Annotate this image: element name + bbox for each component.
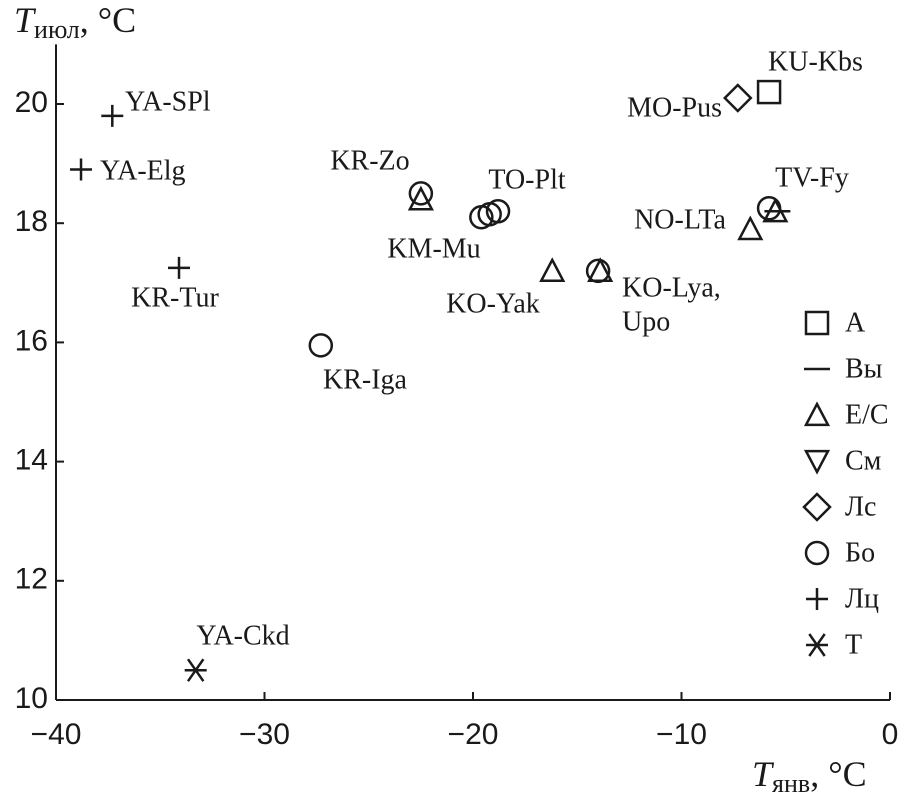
- x-tick-label: 0: [882, 718, 899, 751]
- point-label: KR-Iga: [323, 364, 408, 395]
- marker-plus: [168, 256, 191, 279]
- marker-circle: [756, 196, 782, 221]
- x-tick-label: −20: [448, 718, 499, 751]
- marker-asterisk: [184, 658, 207, 682]
- legend-label: Т: [845, 629, 862, 660]
- x-tick-label: −30: [239, 718, 290, 751]
- x-axis-label-subscript: янв: [772, 769, 810, 798]
- point-label: TV-Fy: [775, 162, 849, 193]
- marker-triangle: [737, 215, 764, 241]
- point-label: NO-LTa: [634, 204, 726, 235]
- marker-plus: [101, 104, 124, 127]
- marker-diamond: [723, 83, 753, 113]
- y-tick-label: 20: [15, 86, 48, 119]
- legend-label: Лц: [845, 583, 879, 614]
- marker-diamond: [802, 492, 832, 522]
- x-tick-label: −10: [656, 718, 707, 751]
- marker-circle: [585, 258, 611, 284]
- marker-circle: [408, 181, 434, 206]
- x-axis-label-symbol: T: [752, 754, 775, 794]
- legend-label: А: [845, 307, 866, 338]
- legend-label: Бо: [845, 537, 875, 568]
- point-label: KM-Mu: [387, 233, 480, 264]
- y-axis-label: Tиюл, °C: [14, 0, 136, 44]
- y-axis-label-symbol: T: [14, 0, 37, 40]
- legend-label: Вы: [845, 353, 883, 384]
- y-tick-label: 12: [15, 563, 48, 596]
- marker-square: [756, 79, 782, 105]
- marker-triangle: [407, 185, 434, 211]
- marker-circle: [804, 540, 830, 566]
- legend-label: Лс: [845, 491, 876, 522]
- y-axis-label-subscript: июл: [34, 15, 80, 44]
- point-label: KR-Tur: [131, 282, 219, 313]
- point-label: KR-Zo: [330, 145, 409, 176]
- point-label: YA-SPl: [125, 86, 211, 117]
- point-label: YA-Elg: [100, 155, 186, 186]
- y-tick-label: 10: [15, 682, 48, 715]
- point-label: MO-Pus: [627, 92, 722, 123]
- y-axis-label-unit: , °C: [80, 0, 136, 40]
- x-axis-label-unit: , °C: [810, 754, 866, 794]
- point-label: Upo: [622, 306, 670, 337]
- marker-triangle: [539, 257, 566, 283]
- marker-circle: [308, 333, 334, 358]
- marker-triangle-down: [803, 449, 831, 475]
- point-label: YA-Ckd: [196, 620, 289, 651]
- x-tick-label: −40: [31, 718, 82, 751]
- marker-plus: [806, 588, 828, 610]
- marker-asterisk: [806, 633, 828, 657]
- y-tick-label: 16: [15, 324, 48, 357]
- x-axis-label: Tянв, °C: [752, 754, 867, 798]
- legend-label: См: [845, 445, 882, 476]
- point-label: KO-Lya,: [622, 272, 721, 303]
- y-tick-label: 18: [15, 205, 48, 238]
- marker-triangle: [803, 401, 831, 427]
- point-label: TO-Plt: [488, 164, 565, 195]
- point-label: KO-Yak: [446, 288, 540, 319]
- marker-plus: [70, 158, 93, 181]
- legend-label: Е/С: [845, 399, 889, 430]
- point-label: KU-Kbs: [768, 46, 863, 77]
- marker-circle: [485, 199, 511, 224]
- y-tick-label: 14: [15, 444, 48, 477]
- marker-square: [804, 310, 830, 336]
